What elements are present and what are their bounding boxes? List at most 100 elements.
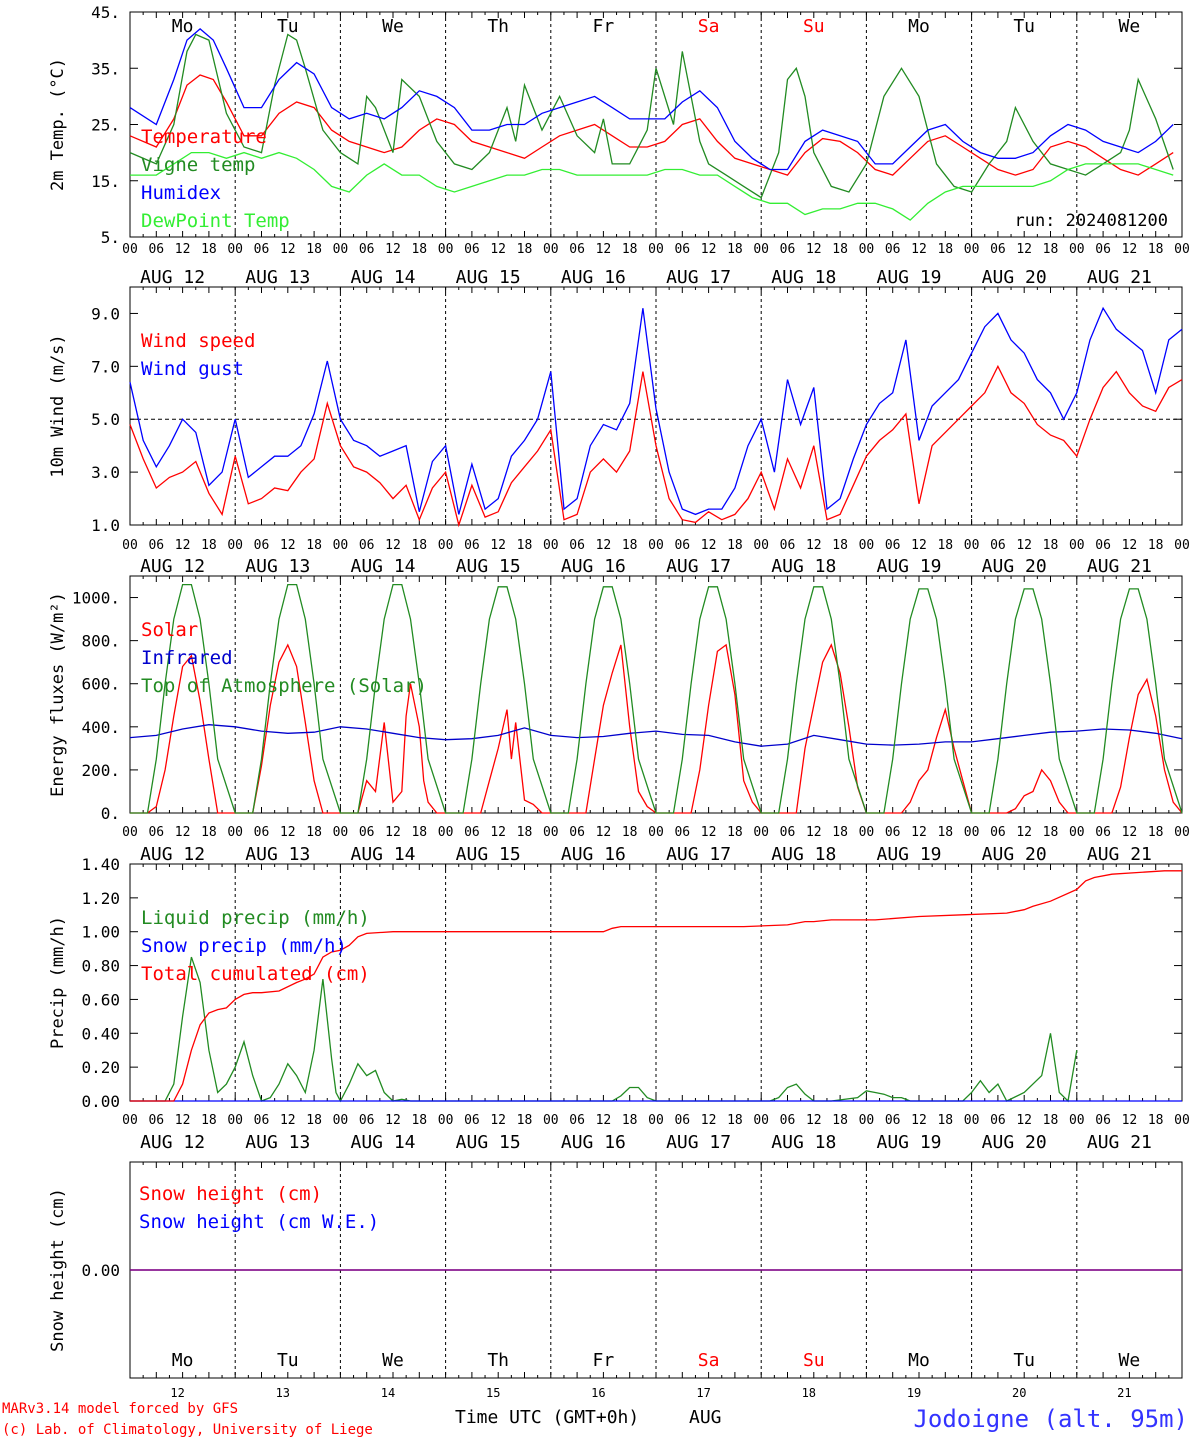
precip-hour-label: 06: [674, 1113, 690, 1128]
precip-hour-label: 06: [885, 1113, 901, 1128]
radiation-ytick-label: 200.: [81, 761, 120, 780]
radiation-hour-label: 18: [1148, 825, 1164, 840]
temperature-ytick-label: 25.: [91, 116, 120, 135]
radiation-hour-label: 12: [596, 825, 612, 840]
wind-hour-label: 00: [438, 538, 454, 553]
temperature-hour-label: 00: [333, 242, 349, 257]
day-number: 16: [591, 1386, 605, 1400]
snow-weekday: Th: [487, 1350, 509, 1371]
snow-weekday: Su: [803, 1350, 825, 1371]
wind-date-label: AUG 19: [876, 556, 941, 577]
temperature-hour-label: 18: [201, 242, 217, 257]
temperature-weekday: Tu: [277, 16, 299, 37]
precip-date-label: AUG 17: [666, 1132, 731, 1153]
day-number: 21: [1117, 1386, 1131, 1400]
temperature-hour-label: 06: [1095, 242, 1111, 257]
precip-date-label: AUG 13: [245, 1132, 310, 1153]
precip-ytick-label: 0.40: [81, 1024, 120, 1043]
precip-hour-label: 00: [648, 1113, 664, 1128]
radiation-hour-label: 00: [859, 825, 875, 840]
precip-hour-label: 12: [175, 1113, 191, 1128]
wind-date-label: AUG 12: [140, 556, 205, 577]
precip-hour-label: 06: [464, 1113, 480, 1128]
wind-hour-label: 06: [990, 538, 1006, 553]
temperature-hour-label: 00: [753, 242, 769, 257]
radiation-ytick-label: 1000.: [72, 589, 120, 608]
radiation-hour-label: 12: [490, 825, 506, 840]
radiation-hour-label: 12: [701, 825, 717, 840]
precip-hour-label: 18: [1043, 1113, 1059, 1128]
radiation-hour-label: 00: [648, 825, 664, 840]
wind-hour-label: 12: [806, 538, 822, 553]
radiation-hour-label: 06: [464, 825, 480, 840]
precip-hour-label: 12: [596, 1113, 612, 1128]
snow-weekday: We: [1119, 1350, 1141, 1371]
wind-hour-label: 00: [1069, 538, 1085, 553]
temperature-weekday: We: [1119, 16, 1141, 37]
wind-hour-label: 12: [175, 538, 191, 553]
temperature-series-0: [129, 74, 1174, 176]
temperature-hour-label: 06: [148, 242, 164, 257]
temperature-hour-label: 18: [832, 242, 848, 257]
precip-hour-label: 12: [280, 1113, 296, 1128]
precip-hour-label: 18: [411, 1113, 427, 1128]
temperature-ytick-label: 15.: [91, 172, 120, 191]
wind-hour-label: 12: [701, 538, 717, 553]
temperature-hour-label: 18: [937, 242, 953, 257]
wind-date-label: AUG 15: [456, 556, 521, 577]
temperature-annotation: run: 2024081200: [1014, 211, 1168, 231]
precip-hour-label: 12: [701, 1113, 717, 1128]
wind-hour-label: 00: [333, 538, 349, 553]
snow-weekday: Tu: [277, 1350, 299, 1371]
temperature-legend-3: DewPoint Temp: [141, 210, 290, 232]
wind-hour-label: 18: [832, 538, 848, 553]
radiation-hour-label: 00: [1069, 825, 1085, 840]
radiation-series-0: [130, 643, 1183, 814]
temperature-series-1: [129, 33, 1174, 199]
snow-weekday: Fr: [593, 1350, 615, 1371]
radiation-series-2: [130, 583, 1183, 814]
precip-hour-label: 12: [1016, 1113, 1032, 1128]
temperature-hour-label: 18: [727, 242, 743, 257]
wind-legend-1: Wind gust: [141, 358, 244, 380]
lab-credit: (c) Lab. of Climatology, University of L…: [2, 1422, 373, 1438]
radiation-date-label: AUG 14: [350, 844, 415, 865]
precip-hour-label: 12: [806, 1113, 822, 1128]
temperature-weekday: Mo: [908, 16, 930, 37]
precip-legend-1: Snow precip (mm/h): [141, 935, 347, 957]
wind-date-label: AUG 17: [666, 556, 731, 577]
temperature-weekday: Su: [803, 16, 825, 37]
radiation-date-label: AUG 15: [456, 844, 521, 865]
precip-date-label: AUG 15: [456, 1132, 521, 1153]
radiation-date-label: AUG 20: [982, 844, 1047, 865]
radiation-hour-label: 06: [674, 825, 690, 840]
temperature-hour-label: 00: [1069, 242, 1085, 257]
temperature-date-label: AUG 12: [140, 267, 205, 288]
radiation-hour-label: 12: [280, 825, 296, 840]
wind-date-label: AUG 14: [350, 556, 415, 577]
radiation-hour-label: 12: [385, 825, 401, 840]
precip-ytick-label: 0.00: [81, 1092, 120, 1111]
wind-hour-label: 00: [122, 538, 138, 553]
precip-legend-0: Liquid precip (mm/h): [141, 907, 370, 929]
temperature-hour-label: 00: [122, 242, 138, 257]
precip-hour-label: 00: [122, 1113, 138, 1128]
radiation-date-label: AUG 12: [140, 844, 205, 865]
radiation-hour-label: 00: [964, 825, 980, 840]
radiation-hour-label: 18: [1043, 825, 1059, 840]
wind-hour-label: 12: [490, 538, 506, 553]
wind-ytick-label: 1.0: [91, 516, 120, 535]
precip-hour-label: 18: [727, 1113, 743, 1128]
radiation-ytick-label: 0.: [101, 804, 120, 823]
temperature-series-2: [129, 28, 1174, 171]
temperature-date-label: AUG 15: [456, 267, 521, 288]
wind-hour-label: 06: [254, 538, 270, 553]
temperature-hour-label: 18: [306, 242, 322, 257]
temperature-hour-label: 12: [490, 242, 506, 257]
wind-hour-label: 00: [543, 538, 559, 553]
wind-hour-label: 18: [1148, 538, 1164, 553]
radiation-ytick-label: 800.: [81, 632, 120, 651]
radiation-hour-label: 12: [1122, 825, 1138, 840]
wind-hour-label: 12: [1016, 538, 1032, 553]
radiation-hour-label: 00: [333, 825, 349, 840]
